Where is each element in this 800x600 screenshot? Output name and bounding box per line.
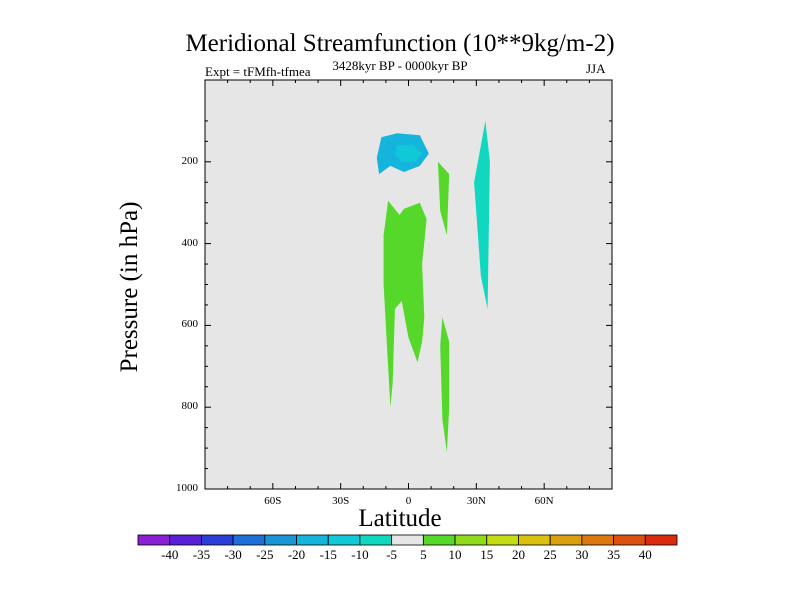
colorbar-swatch	[232, 534, 266, 546]
contour-region-central-positive	[383, 200, 427, 408]
x-tick-label: 60N	[534, 495, 554, 507]
contour-region-lower-positive-streak	[440, 317, 450, 453]
colorbar-swatch	[454, 534, 488, 546]
y-tick-label: 800	[181, 400, 199, 413]
colorbar-label: -15	[319, 547, 337, 562]
x-axis-label: Latitude	[358, 505, 442, 532]
colorbar-label: 40	[638, 547, 652, 562]
x-tick-label: 30S	[332, 495, 350, 507]
colorbar-swatch	[422, 534, 456, 546]
y-tick-label: 200	[181, 154, 199, 167]
colorbar-swatch	[296, 534, 329, 546]
time-range-label: 3428kyr BP - 0000kyr BP	[332, 58, 468, 73]
colorbar-label: -25	[256, 547, 274, 562]
colorbar-label: -10	[351, 547, 369, 562]
x-tick-label: 30N	[466, 495, 486, 507]
colorbar-swatch	[518, 534, 551, 546]
contour-region-upper-positive-streak	[437, 161, 450, 236]
colorbar-label: 35	[607, 547, 621, 562]
season-label: JJA	[586, 61, 606, 76]
x-tick-label: 60S	[264, 495, 282, 507]
colorbar-label: 5	[420, 547, 427, 562]
y-tick-label: 400	[181, 236, 199, 249]
colorbar-swatch	[201, 534, 234, 546]
contour-region-upper-core-negative	[394, 144, 423, 162]
colorbar-label: -30	[224, 547, 242, 562]
colorbar-label: 30	[575, 547, 589, 562]
colorbar-swatch	[169, 534, 202, 546]
colorbar-label: -20	[287, 547, 306, 562]
chart-title: Meridional Streamfunction (10**9kg/m-2)	[185, 30, 615, 57]
contour-region-subtropical-streak-negative	[474, 120, 490, 310]
colorbar-label: 20	[511, 547, 525, 562]
experiment-label: Expt = tFMfh-tfmea	[205, 64, 311, 79]
colorbar-label: 25	[543, 547, 557, 562]
colorbar-swatch	[549, 534, 583, 546]
colorbar-label: 10	[448, 547, 462, 562]
colorbar-swatch	[486, 534, 519, 546]
colorbar-label: 15	[480, 547, 494, 562]
colorbar-swatch	[613, 534, 646, 546]
colorbar-label: -5	[386, 547, 398, 562]
colorbar-label: -35	[192, 547, 211, 562]
colorbar-swatch	[327, 534, 361, 546]
colorbar-swatch	[644, 534, 678, 546]
y-tick-label: 600	[181, 318, 199, 331]
colorbar-swatch	[264, 534, 297, 546]
colorbar-swatch	[391, 534, 424, 546]
x-tick-label: 0	[405, 495, 412, 507]
y-tick-label: 1000	[176, 482, 198, 494]
colorbar-swatch	[359, 534, 393, 546]
colorbar-swatch	[581, 534, 614, 546]
colorbar-swatch	[137, 534, 171, 546]
colorbar-label: -40	[161, 547, 179, 562]
